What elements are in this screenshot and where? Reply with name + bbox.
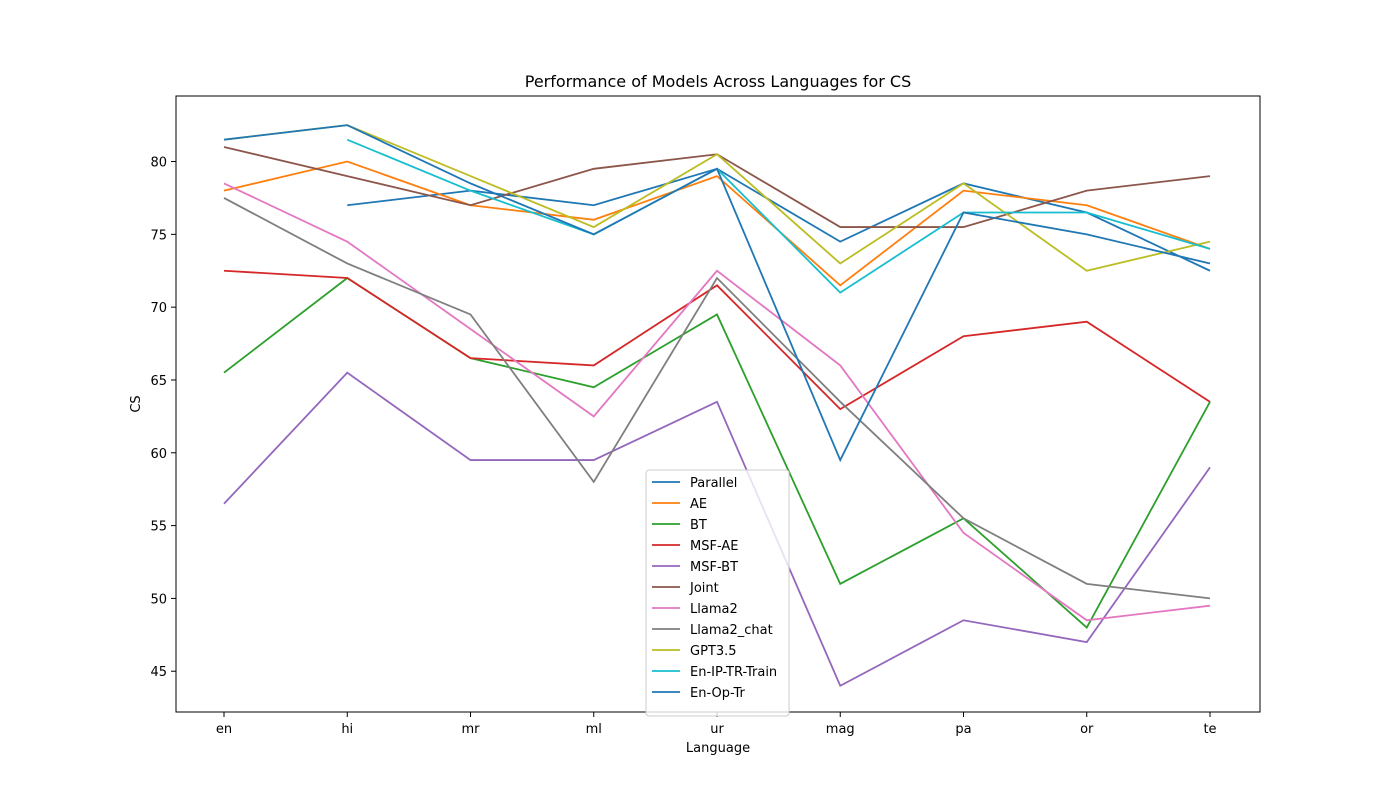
y-tick-label: 60 (150, 447, 167, 462)
legend: Parallel AE BT MSF-AE MSF-BT Joint Llama2 Llama… (645, 469, 790, 717)
series-line-msf-ae (223, 269, 1211, 411)
x-tick-label: ur (710, 722, 724, 737)
series-layer (223, 124, 1211, 688)
chart-title: Performance of Models Across Languages f… (525, 72, 911, 91)
x-tick-label: ml (586, 722, 602, 737)
series-line-gpt3-5 (223, 124, 1211, 272)
y-tick-label: 50 (150, 592, 167, 607)
y-tick-label: 65 (150, 374, 167, 389)
x-axis-title: Language (686, 741, 750, 756)
legend-box (645, 469, 790, 717)
legend-label: Parallel (690, 476, 737, 491)
series-line-ae (223, 160, 1211, 287)
legend-label: En-Op-Tr (690, 686, 746, 701)
legend-label: Llama2_chat (690, 623, 773, 638)
legend-label: En-IP-TR-Train (690, 665, 777, 680)
legend-label: GPT3.5 (690, 644, 737, 659)
y-tick-label: 80 (150, 156, 167, 171)
x-tick-label: mr (461, 722, 480, 737)
x-tick-label: pa (955, 722, 971, 737)
series-line-llama2-chat (223, 197, 1211, 600)
y-tick-label: 45 (150, 665, 167, 680)
series-line-msf-bt (223, 371, 1211, 688)
x-tick-label: en (216, 722, 232, 737)
series-line-en-ip-tr-train (346, 138, 1211, 294)
x-tick-label: hi (341, 722, 353, 737)
y-axis-title: CS (129, 395, 144, 412)
legend-label: AE (690, 497, 707, 512)
y-axis: 45 50 55 60 65 70 75 80 (150, 156, 176, 680)
legend-label: MSF-BT (690, 560, 738, 575)
x-tick-label: te (1203, 722, 1216, 737)
y-tick-label: 70 (150, 301, 167, 316)
legend-label: BT (690, 518, 707, 533)
series-line-parallel (347, 167, 1211, 272)
x-axis: en hi mr ml ur mag pa or te (216, 712, 1217, 737)
x-tick-label: or (1080, 722, 1094, 737)
legend-label: Llama2 (690, 602, 738, 617)
series-line-en-op-tr (223, 124, 1211, 463)
series-line-llama2 (223, 182, 1211, 622)
legend-label: Joint (689, 581, 719, 596)
legend-label: MSF-AE (690, 539, 738, 554)
y-tick-label: 75 (150, 228, 167, 243)
y-tick-label: 55 (150, 520, 167, 535)
x-tick-label: mag (826, 722, 855, 737)
